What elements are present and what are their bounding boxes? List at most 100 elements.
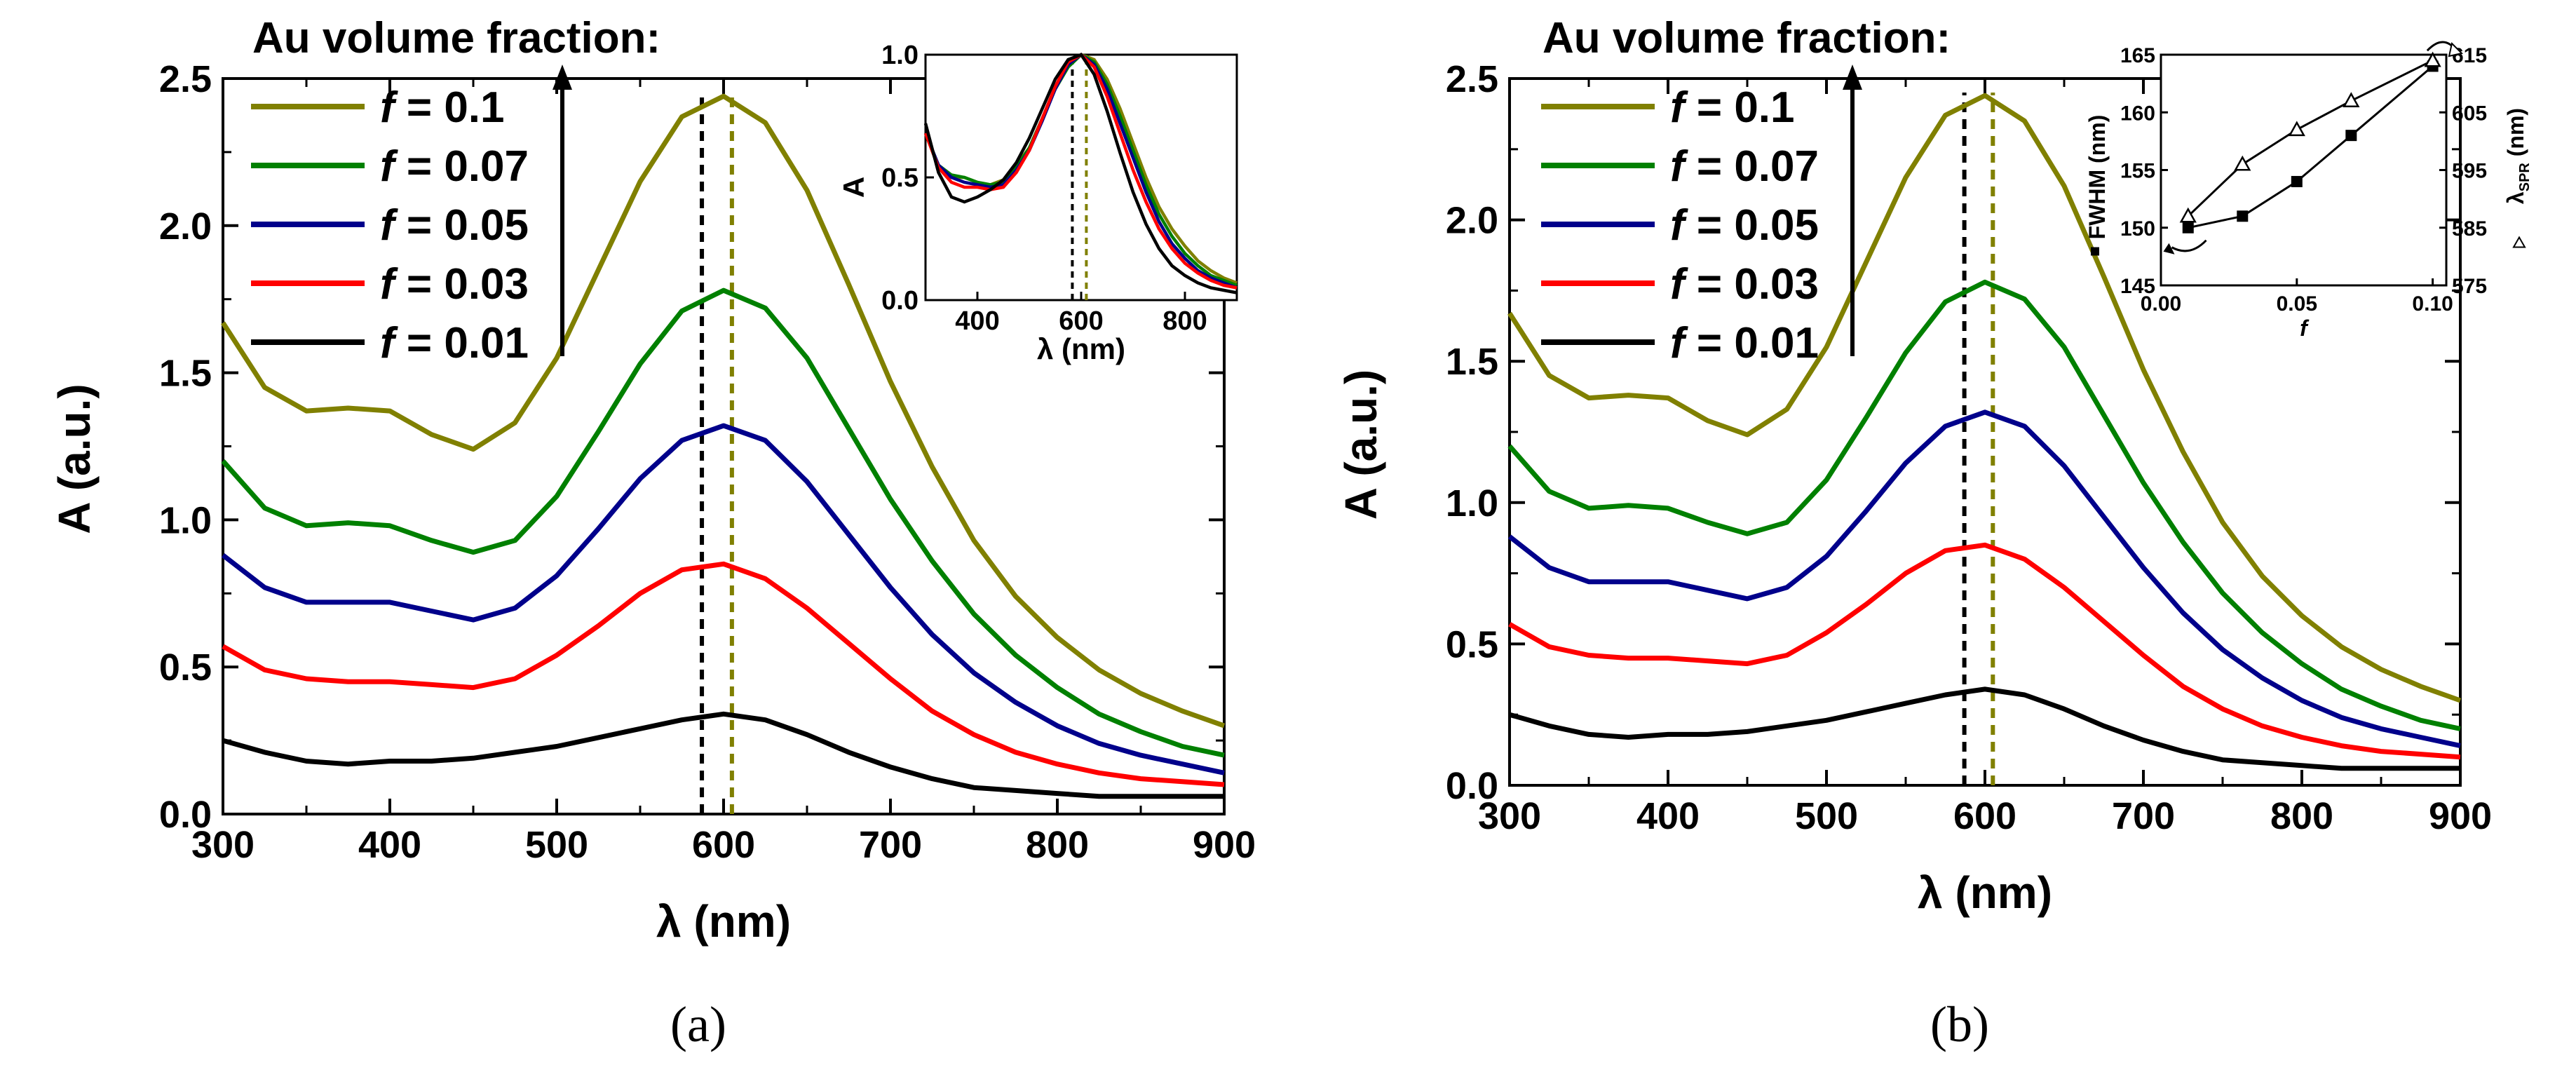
inset-y-tick-label-left: 150	[2120, 217, 2155, 241]
panel-label: (a)	[670, 996, 726, 1052]
x-tick-label: 300	[1478, 795, 1541, 837]
x-tick-label: 900	[2429, 795, 2492, 837]
y-tick-label: 0.0	[1446, 765, 1498, 807]
series-line	[221, 287, 1225, 758]
legend-value: = 0.01	[1685, 319, 1819, 367]
panel-label: (b)	[1930, 996, 1989, 1052]
y-axis-label: A (a.u.)	[49, 384, 100, 534]
legend-value: = 0.07	[1685, 142, 1819, 191]
x-tick-label: 900	[1193, 824, 1256, 866]
legend-label: f = 0.07	[380, 142, 529, 191]
inset-y-tick-label-left: 160	[2120, 102, 2155, 125]
x-tick-label: 600	[692, 824, 755, 866]
legend-title: Au volume fraction:	[252, 14, 660, 62]
legend-value: = 0.1	[1685, 83, 1795, 132]
inset-x-axis-label: λ (nm)	[1037, 332, 1125, 365]
inset-y-tick-label-left: 145	[2120, 275, 2155, 298]
series-line	[1509, 686, 2460, 771]
series-line	[1507, 93, 2462, 703]
inset-x-tick-label: 0.05	[2277, 292, 2317, 316]
inset-marker-triangle	[2424, 51, 2441, 67]
legend-value: = 0.01	[395, 319, 529, 367]
x-tick-label: 600	[1953, 795, 2016, 837]
inset-marker-triangle	[2343, 92, 2360, 108]
inset-marker-triangle	[2234, 155, 2251, 171]
x-axis-label: λ (nm)	[1918, 867, 2052, 918]
inset-right-label-main: λ	[2503, 191, 2528, 204]
series-line	[221, 93, 1226, 729]
inset-y-tick-label-left: 155	[2120, 160, 2155, 183]
y-tick-label: 0.5	[1446, 623, 1498, 665]
legend-value: = 0.05	[1685, 201, 1819, 250]
inset-x-tick-label: 800	[1162, 306, 1207, 336]
inset-x-tick-label: 0.00	[2141, 292, 2181, 316]
x-tick-label: 500	[1795, 795, 1858, 837]
legend-label: f = 0.01	[380, 319, 529, 367]
inset-y-axis-label: A	[837, 177, 870, 198]
y-tick-label: 2.0	[1446, 200, 1498, 242]
inset-arrow-right-head	[2448, 42, 2463, 57]
legend-arrow-head	[553, 65, 572, 90]
y-tick-label: 0.5	[159, 646, 212, 689]
inset-marker-square	[2237, 210, 2249, 222]
series-line	[1508, 542, 2461, 760]
inset-series-line	[923, 53, 1238, 294]
x-tick-label: 800	[2270, 795, 2333, 837]
inset-y-tick-label-right: 605	[2452, 102, 2487, 125]
inset-fwhm: 0.00 0.05 0.10 145 150 155 160 165 575 585 595 605 6…	[2084, 41, 2533, 341]
x-tick-label: 800	[1026, 824, 1089, 866]
legend-value: = 0.03	[1685, 260, 1819, 309]
y-tick-label: 1.0	[1446, 482, 1498, 524]
legend-value: = 0.1	[395, 83, 505, 132]
inset-y-tick-label-right: 595	[2452, 160, 2487, 183]
legend-label: f = 0.01	[1670, 319, 1819, 367]
inset-marker-square	[2345, 130, 2357, 142]
inset-marker-triangle	[2179, 207, 2197, 223]
y-tick-label: 1.5	[159, 353, 212, 395]
panel-b: 300 400 500 600 700 800 900 0.0 0.5 1.0 1.5 2.0 2.5 λ…	[1336, 14, 2492, 1052]
inset-spectra: 400 600 800 0.0 0.5 1.0 λ (nm) A	[837, 41, 1238, 365]
y-tick-label: 2.0	[159, 205, 212, 248]
inset-frame	[2160, 53, 2448, 287]
x-tick-label: 400	[1636, 795, 1700, 837]
x-tick-label: 300	[191, 824, 255, 866]
legend-label: f = 0.03	[1670, 260, 1819, 309]
y-tick-label: 1.0	[159, 499, 212, 541]
inset-x-tick-label: 0.10	[2412, 292, 2453, 316]
x-axis-label: λ (nm)	[656, 896, 791, 947]
series-line	[222, 711, 1224, 799]
legend-label: f = 0.05	[1670, 201, 1819, 250]
inset-right-marker-key	[2512, 236, 2526, 248]
inset-y-tick-label-left: 165	[2120, 44, 2155, 67]
inset-y-tick-label-right: 585	[2452, 217, 2487, 241]
inset-marker-square	[2291, 175, 2303, 187]
x-tick-label: 400	[358, 824, 421, 866]
inset-y-axis-label-left: FWHM (nm)	[2084, 115, 2110, 240]
inset-left-marker-key	[2091, 247, 2099, 256]
inset-right-label-unit: (nm)	[2503, 108, 2528, 163]
inset-arrow-left	[2171, 239, 2207, 252]
inset-y-axis-label-right: λSPR (nm)	[2503, 108, 2533, 204]
legend-label: f = 0.03	[380, 260, 529, 309]
x-tick-label: 500	[525, 824, 588, 866]
y-axis-label: A (a.u.)	[1336, 370, 1386, 520]
y-tick-label: 0.0	[159, 794, 212, 836]
panel-a: 300 400 500 600 700 800 900 0.0 0.5 1.0 1.5 2.0 2.5 λ…	[49, 14, 1256, 1052]
inset-y-tick-label-right: 615	[2452, 44, 2487, 67]
legend-value: = 0.07	[395, 142, 529, 191]
legend-label: f = 0.1	[1670, 83, 1795, 132]
legend-title: Au volume fraction:	[1543, 14, 1951, 62]
inset-right-label-sub: SPR	[2517, 163, 2533, 192]
legend-label: f = 0.07	[1670, 142, 1819, 191]
legend-label: f = 0.1	[380, 83, 505, 132]
inset-arrow-left-head	[2163, 243, 2175, 255]
legend-value: = 0.05	[395, 201, 529, 250]
x-tick-label: 700	[2112, 795, 2175, 837]
inset-marker-triangle	[2288, 121, 2305, 137]
inset-x-tick-label: 600	[1059, 306, 1103, 336]
inset-y-tick-label-right: 575	[2452, 275, 2487, 298]
inset-marker-square	[2182, 222, 2194, 233]
inset-y-tick-label: 0.5	[881, 163, 918, 193]
legend-arrow-head	[1843, 65, 1862, 90]
y-tick-label: 1.5	[1446, 341, 1498, 383]
